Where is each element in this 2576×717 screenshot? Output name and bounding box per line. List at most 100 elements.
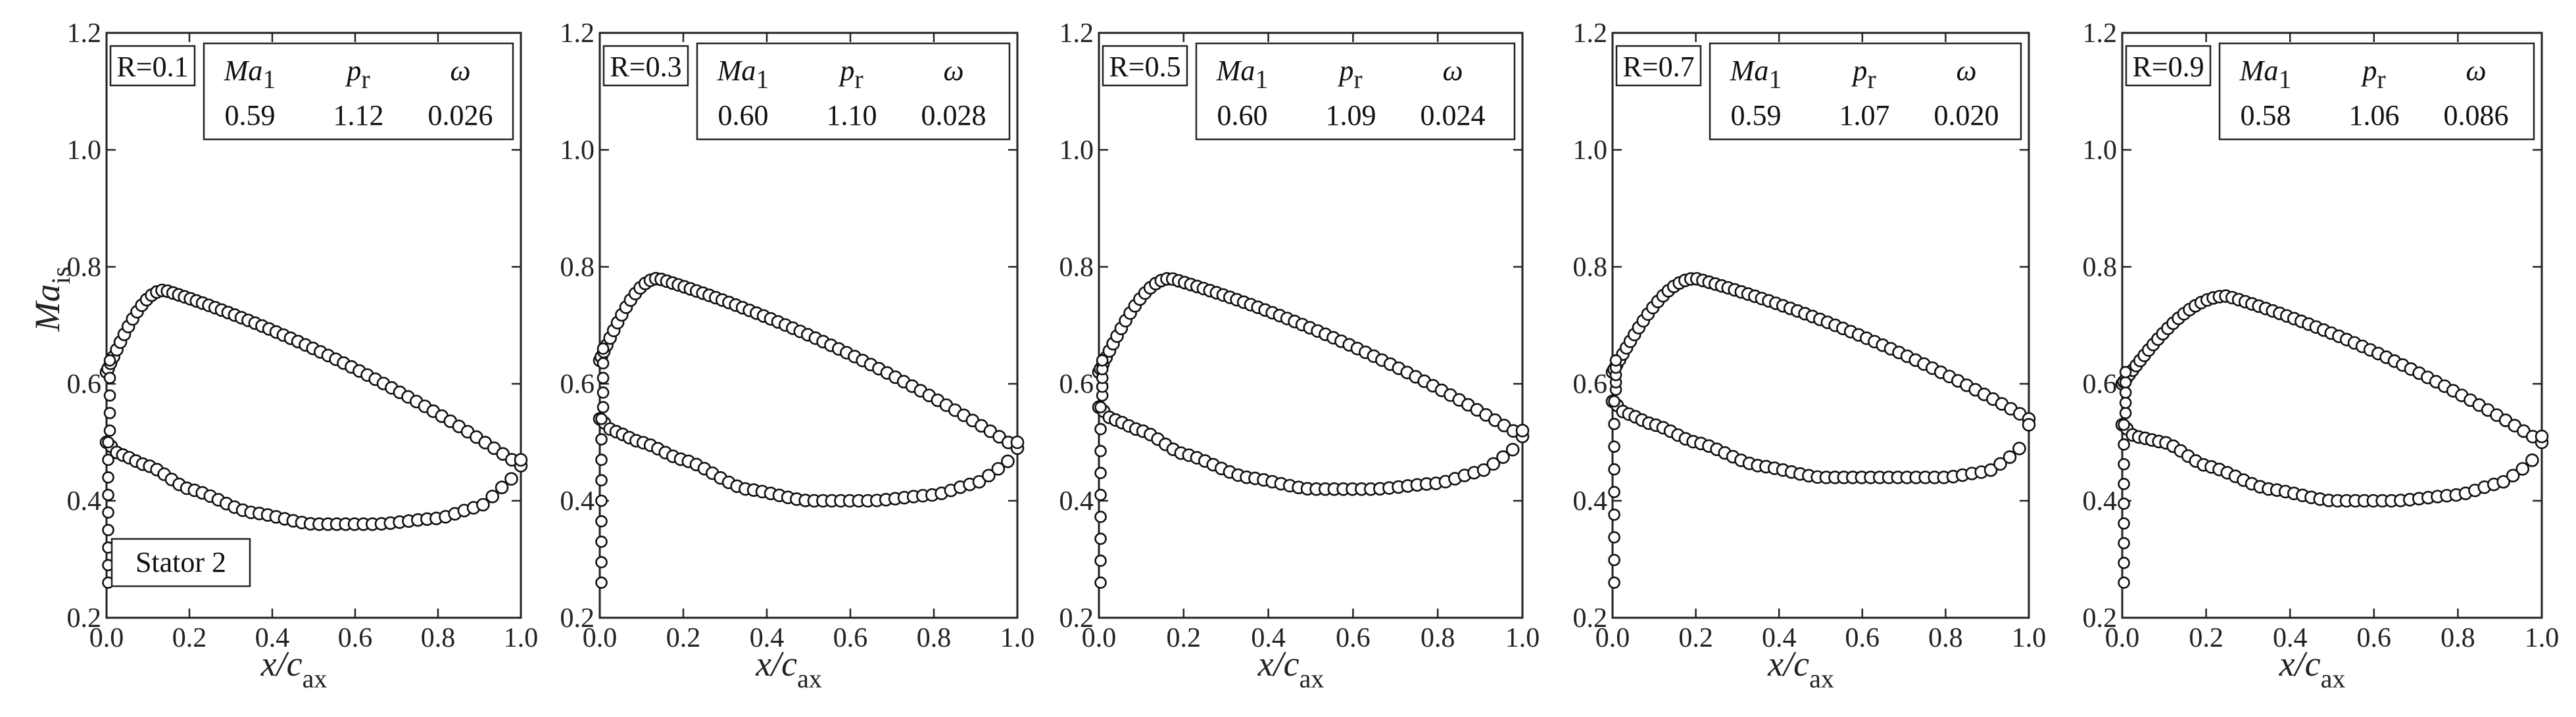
y-axis-title: Mais xyxy=(28,267,76,333)
leading-edge-point xyxy=(1094,576,1107,589)
leading-edge-point xyxy=(1094,467,1107,480)
y-tick-label: 0.4 xyxy=(2083,486,2118,517)
leading-edge-point xyxy=(103,389,116,402)
x-tick-label: 0.4 xyxy=(1762,623,1797,653)
x-tick-label: 0.4 xyxy=(1251,623,1286,653)
x-tick-label: 0.8 xyxy=(1928,623,1963,653)
leading-edge-point xyxy=(596,342,610,355)
header-pr: pr xyxy=(345,55,370,94)
leading-edge-point xyxy=(102,453,114,467)
leading-edge-point xyxy=(595,535,608,548)
y-tick-label: 0.4 xyxy=(67,486,102,517)
pressure-point xyxy=(1496,450,1510,464)
leading-edge-point xyxy=(1096,354,1109,367)
leading-edge-point xyxy=(2118,478,2130,490)
x-tick-label: 0.0 xyxy=(89,623,124,653)
x-tick-label: 1.0 xyxy=(1505,623,1540,653)
leading-edge-point xyxy=(2118,557,2130,569)
r-label-text: R=0.5 xyxy=(1109,51,1180,83)
r-label-text: R=0.1 xyxy=(116,51,188,83)
leading-edge-point xyxy=(2118,458,2130,471)
x-tick-label: 0.0 xyxy=(1595,623,1630,653)
x-tick-label: 0.0 xyxy=(583,623,618,653)
x-tick-label: 0.6 xyxy=(2357,623,2392,653)
annotation-text: Stator 2 xyxy=(135,546,226,578)
r-label: R=0.9 xyxy=(2125,45,2212,87)
r-label-box xyxy=(1102,45,1188,87)
y-tick-label: 0.8 xyxy=(67,252,102,283)
leading-edge-point xyxy=(1609,354,1622,367)
x-tick-label: 0.6 xyxy=(833,623,868,653)
x-tick-label: 0.8 xyxy=(917,623,952,653)
leading-edge-point xyxy=(1608,531,1620,544)
stats-value: 0.59 xyxy=(225,99,276,131)
y-tick-label: 0.6 xyxy=(2083,369,2118,400)
y-tick-label: 0.2 xyxy=(1059,603,1094,634)
leading-edge-point xyxy=(102,436,114,449)
leading-edge-point xyxy=(102,524,114,536)
y-tick-label: 1.0 xyxy=(560,135,595,166)
leading-edge-point xyxy=(103,407,116,419)
leading-edge-point xyxy=(595,515,608,528)
y-tick-label: 1.2 xyxy=(560,18,595,49)
y-tick-label: 0.4 xyxy=(560,486,595,517)
leading-edge-point xyxy=(1608,508,1620,521)
stats-value: 0.024 xyxy=(1421,99,1486,131)
stats-value: 0.59 xyxy=(1731,99,1782,131)
stats-value: 1.06 xyxy=(2349,99,2400,131)
pressure-point xyxy=(495,480,509,494)
plot-frame xyxy=(105,32,522,619)
y-tick-label: 0.6 xyxy=(1573,369,1608,400)
pressure-point xyxy=(2496,474,2510,489)
leading-edge-point xyxy=(2119,407,2132,419)
leading-edge-point xyxy=(2119,365,2132,379)
stats-value: 1.07 xyxy=(1839,99,1890,131)
y-tick-label: 0.2 xyxy=(1573,603,1608,634)
stats-value: 0.026 xyxy=(428,99,493,131)
header-omega: ω xyxy=(2466,55,2486,87)
y-tick-label: 1.2 xyxy=(2083,18,2118,49)
stats-value: 1.12 xyxy=(333,99,384,131)
stats-value: 0.020 xyxy=(1934,99,1999,131)
leading-edge-point xyxy=(2118,576,2130,589)
x-tick-label: 1.0 xyxy=(1000,623,1035,653)
r-label-box xyxy=(602,45,689,87)
leading-edge-point xyxy=(1608,553,1620,567)
x-axis-title: x/cax xyxy=(1767,644,1834,693)
leading-edge-point xyxy=(1094,423,1107,436)
leading-edge-point xyxy=(596,386,610,399)
stats-value: 0.028 xyxy=(921,99,986,131)
leading-edge-point xyxy=(595,494,608,507)
x-tick-label: 0.2 xyxy=(1678,623,1713,653)
r-label-text: R=0.3 xyxy=(610,51,681,83)
x-tick-label: 0.8 xyxy=(421,623,456,653)
y-tick-label: 0.6 xyxy=(560,369,595,400)
header-pr: pr xyxy=(1851,55,1876,94)
y-tick-label: 1.2 xyxy=(1573,18,1608,49)
stats-value: 0.086 xyxy=(2444,99,2509,131)
stats-table: Ma1 pr ω 0.60 1.09 0.024 xyxy=(1195,42,1516,141)
pressure-point xyxy=(1983,463,1998,477)
leading-edge-point xyxy=(1608,463,1620,476)
stats-value: 0.58 xyxy=(2241,99,2291,131)
pressure-point xyxy=(476,497,490,512)
stats-table: Ma1 pr ω 0.60 1.10 0.028 xyxy=(696,42,1011,141)
panel-5: 0.20.40.60.81.01.20.0 0.2 0.4 0.6 0.8 1.0x/ca… xyxy=(2083,18,2560,693)
header-ma1: Ma1 xyxy=(2239,55,2292,94)
y-tick-label: 0.4 xyxy=(1573,486,1608,517)
y-tick-label: 0.6 xyxy=(67,369,102,400)
leading-edge-point xyxy=(595,576,608,589)
pressure-point xyxy=(1505,442,1520,457)
leading-edge-point xyxy=(1094,532,1107,545)
plot-frame xyxy=(1098,32,1524,619)
header-pr: pr xyxy=(838,55,863,94)
r-label-text: R=0.9 xyxy=(2132,51,2204,83)
pressure-point xyxy=(485,490,500,503)
leading-edge-point xyxy=(103,424,116,437)
x-tick-label: 0.2 xyxy=(2189,623,2224,653)
leading-edge-point xyxy=(595,413,608,425)
header-ma1: Ma1 xyxy=(1216,55,1269,94)
pressure-point xyxy=(1993,457,2007,471)
stats-table-box xyxy=(2218,42,2535,141)
y-tick-label: 1.2 xyxy=(67,18,102,49)
